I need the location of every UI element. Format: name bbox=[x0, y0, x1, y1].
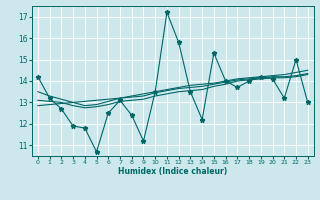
X-axis label: Humidex (Indice chaleur): Humidex (Indice chaleur) bbox=[118, 167, 228, 176]
